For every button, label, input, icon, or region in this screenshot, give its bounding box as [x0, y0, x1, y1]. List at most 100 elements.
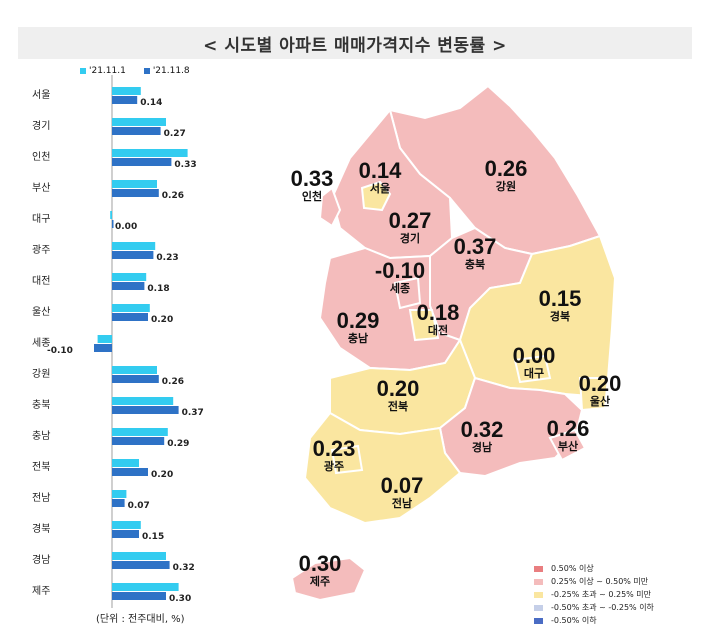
map-legend-row: 0.50% 이상 [534, 562, 654, 575]
value-label: 0.27 [164, 129, 186, 139]
value-label: 0.15 [142, 532, 164, 542]
bar-chart: 서울 0.14 경기 0.27 인천 0.33 부산 0.26 대구 0.00 광주 0.23 대전 0.… [32, 75, 204, 608]
unit-note: (단위 : 전주대비, %) [96, 614, 185, 625]
map-legend-label: -0.25% 초과 ~ 0.25% 미만 [551, 590, 652, 599]
region-jeju-shape [290, 556, 367, 602]
value-label: 0.32 [173, 563, 195, 573]
bar-series1 [112, 397, 174, 405]
chart-title: < 시도별 아파트 매매가격지수 변동률 > [18, 27, 692, 59]
region-name-label: 제주 [310, 574, 330, 588]
map-legend-row: -0.50% 이하 [534, 614, 654, 627]
category-label: 충남 [32, 430, 50, 442]
region-value-label: 0.26 [547, 416, 590, 441]
bar-series2 [112, 406, 179, 414]
region-value-label: 0.33 [291, 166, 334, 191]
region-name-label: 전남 [392, 496, 412, 510]
value-label: 0.30 [169, 594, 191, 604]
region-name-label: 울산 [590, 394, 610, 408]
category-label: 충북 [32, 399, 50, 411]
region-name-label: 인천 [302, 189, 322, 203]
region-name-label: 대전 [428, 323, 448, 337]
region-gwangju-shape [330, 444, 364, 475]
bar-series1 [112, 459, 139, 467]
bar-series2 [112, 96, 138, 104]
bar-series1 [112, 180, 157, 188]
bar-series2 [112, 127, 161, 135]
map-shapes [290, 84, 617, 602]
region-value-label: 0.30 [299, 551, 342, 576]
category-label: 세종 [32, 337, 50, 349]
bar-series1 [112, 149, 188, 157]
category-label: 울산 [32, 306, 50, 318]
bar-series2 [112, 189, 159, 197]
bar-series1 [112, 242, 156, 250]
bar-series2 [112, 499, 125, 507]
region-daegu-shape [513, 354, 552, 384]
value-label: 0.20 [151, 315, 173, 325]
category-label: 인천 [32, 151, 50, 163]
value-label: 0.18 [147, 284, 169, 294]
value-label: 0.20 [151, 470, 173, 480]
value-label: 0.00 [115, 222, 137, 232]
map-legend-swatch-mid-low [534, 604, 543, 611]
region-ulsan-shape [578, 377, 610, 412]
bar-series1 [112, 273, 147, 281]
category-label: 경북 [32, 522, 50, 535]
map-legend-swatch-mid-high [534, 578, 543, 585]
region-name-label: 부산 [558, 439, 578, 453]
region-value-label: -0.10 [375, 258, 425, 283]
legend-item-series2: '21.11.8 [143, 66, 190, 76]
map-legend-swatch-high [534, 565, 543, 572]
map-legend-row: -0.50% 초과 ~ -0.25% 이하 [534, 601, 654, 614]
category-label: 전북 [32, 461, 50, 473]
bar-series2 [112, 530, 139, 538]
region-incheon-shape [318, 186, 342, 228]
value-label: 0.37 [182, 408, 204, 418]
bar-series1 [112, 366, 157, 374]
map-legend-row: -0.25% 초과 ~ 0.25% 미만 [534, 588, 654, 601]
map-legend: 0.50% 이상 0.25% 이상 ~ 0.50% 미만 -0.25% 초과 ~… [534, 562, 654, 627]
region-sejong-shape [393, 276, 422, 310]
map-legend-label: -0.50% 이하 [551, 616, 597, 625]
region-name-label: 충남 [348, 331, 368, 345]
region-value-label: 0.32 [461, 417, 504, 442]
bar-series1 [112, 304, 150, 312]
bar-series2 [112, 437, 165, 445]
category-label: 경기 [32, 119, 50, 132]
bar-series1 [112, 87, 141, 95]
region-value-label: 0.07 [381, 473, 424, 498]
value-label: -0.10 [47, 346, 73, 356]
category-label: 광주 [32, 244, 50, 256]
map-legend-swatch-low [534, 617, 543, 624]
map-legend-label: -0.50% 초과 ~ -0.25% 이하 [551, 603, 654, 612]
region-name-label: 세종 [390, 281, 410, 295]
legend-swatch-series2 [143, 68, 150, 74]
value-label: 0.07 [128, 501, 150, 511]
region-value-label: 0.23 [313, 436, 356, 461]
value-label: 0.26 [162, 377, 184, 387]
bar-series1 [112, 428, 168, 436]
bar-series1 [110, 211, 112, 219]
map-legend-label: 0.50% 이상 [551, 564, 594, 573]
region-name-label: 충북 [465, 257, 485, 271]
map-legend-row: 0.25% 이상 ~ 0.50% 미만 [534, 575, 654, 588]
region-name-label: 서울 [370, 181, 390, 195]
bar-series1 [112, 521, 141, 529]
value-label: 0.29 [167, 439, 189, 449]
region-value-label: 0.29 [337, 308, 380, 333]
bar-series2 [112, 561, 170, 569]
bar-series1 [112, 118, 166, 126]
region-value-label: 0.14 [359, 158, 403, 183]
region-name-label: 경북 [550, 309, 570, 323]
bar-series2 [112, 251, 154, 259]
legend-item-series1: '21.11.1 [80, 66, 126, 76]
region-value-label: 0.18 [417, 300, 460, 325]
region-seoul-shape [360, 180, 392, 212]
map-legend-label: 0.25% 이상 ~ 0.50% 미만 [551, 577, 649, 586]
category-label: 경남 [32, 553, 50, 566]
category-label: 대구 [32, 213, 50, 225]
region-jeonnam-shape [303, 411, 462, 525]
bar-series2 [112, 592, 166, 600]
region-value-label: 0.15 [539, 286, 582, 311]
